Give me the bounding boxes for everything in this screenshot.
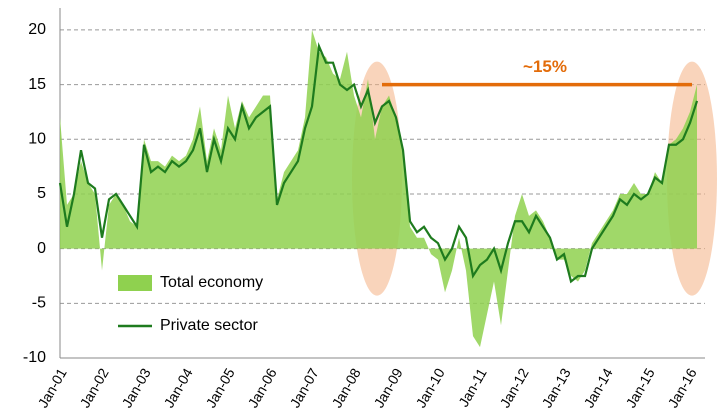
line [58, 42, 699, 284]
y-tick-label: -5 [32, 295, 46, 312]
x-tick-label: Jan-04 [161, 365, 196, 410]
x-tick-label: Jan-08 [329, 365, 364, 410]
area [60, 29, 697, 348]
annotation-text: ~15% [523, 57, 567, 76]
x-tick-label: Jan-05 [203, 365, 238, 410]
x-tick-label: Jan-16 [665, 365, 700, 410]
x-tick-label: Jan-07 [287, 365, 322, 410]
y-tick-label: 10 [28, 130, 46, 147]
y-tick-label: 20 [28, 21, 46, 38]
x-tick-label: Jan-12 [497, 365, 532, 410]
y-tick-label: -10 [23, 349, 46, 366]
x-tick-label: Jan-03 [119, 365, 154, 410]
legend-label: Total economy [160, 274, 263, 291]
x-tick-label: Jan-15 [623, 365, 658, 410]
legend-swatch [118, 275, 152, 291]
x-tick-label: Jan-01 [35, 365, 70, 410]
x-tick-label: Jan-13 [539, 365, 574, 410]
legend-label: Private sector [160, 317, 258, 334]
x-tick-label: Jan-14 [581, 365, 616, 410]
y-tick-label: 5 [37, 185, 46, 202]
x-tick-label: Jan-02 [77, 365, 112, 410]
x-tick-label: Jan-06 [245, 365, 280, 410]
x-tick-label: Jan-10 [413, 365, 448, 410]
y-tick-label: 0 [37, 240, 46, 257]
x-tick-label: Jan-09 [371, 365, 406, 410]
y-tick-label: 15 [28, 76, 46, 93]
x-tick-label: Jan-11 [455, 365, 490, 409]
